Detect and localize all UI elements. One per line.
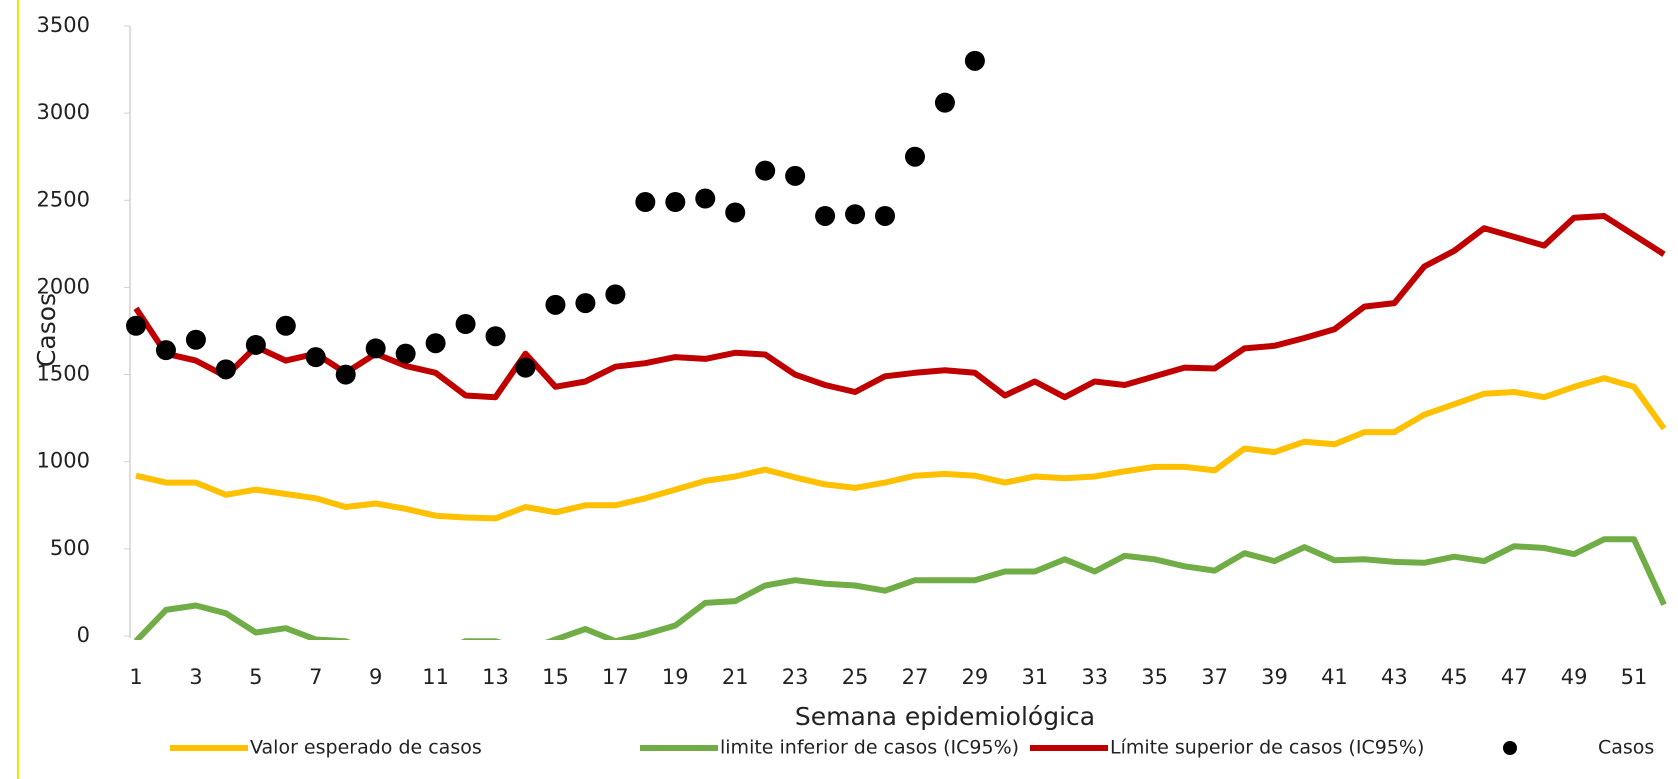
x-tick-label: 27 bbox=[902, 665, 929, 689]
x-tick-label: 5 bbox=[249, 665, 262, 689]
series-line bbox=[133, 536, 1667, 640]
y-tick-label: 2000 bbox=[37, 274, 90, 298]
x-tick-label: 39 bbox=[1261, 665, 1288, 689]
y-tick-label: 3000 bbox=[37, 100, 90, 124]
case-dot bbox=[575, 293, 596, 314]
case-dot bbox=[215, 359, 236, 380]
case-dot bbox=[904, 146, 925, 167]
x-tick-label: 33 bbox=[1081, 665, 1108, 689]
case-dot bbox=[755, 160, 776, 181]
x-tick-label: 51 bbox=[1621, 665, 1648, 689]
case-dot bbox=[126, 315, 146, 336]
case-dot bbox=[665, 192, 686, 213]
legend-label: Casos bbox=[1598, 737, 1654, 759]
case-dot bbox=[185, 329, 206, 350]
x-tick-label: 35 bbox=[1141, 665, 1168, 689]
case-dot bbox=[934, 92, 955, 113]
case-dot bbox=[365, 338, 386, 359]
y-axis-title: Casos bbox=[32, 293, 61, 367]
case-dot bbox=[515, 357, 536, 378]
x-tick-label: 13 bbox=[482, 665, 509, 689]
case-dot bbox=[845, 204, 866, 225]
x-tick-label: 23 bbox=[782, 665, 809, 689]
x-tick-label: 31 bbox=[1021, 665, 1048, 689]
legend-label: Valor esperado de casos bbox=[250, 737, 482, 759]
case-dot bbox=[455, 314, 476, 335]
case-dot bbox=[815, 205, 836, 226]
case-dot bbox=[875, 205, 896, 226]
x-tick-label: 15 bbox=[542, 665, 569, 689]
case-dot bbox=[155, 340, 176, 361]
y-tick-label: 3500 bbox=[37, 13, 90, 37]
series-line bbox=[133, 213, 1666, 401]
x-tick-label: 21 bbox=[722, 665, 749, 689]
y-tick-label: 2500 bbox=[37, 187, 90, 211]
case-dot bbox=[695, 188, 716, 209]
series-line bbox=[135, 375, 1667, 522]
x-tick-label: 25 bbox=[842, 665, 869, 689]
x-tick-label: 49 bbox=[1561, 665, 1588, 689]
y-tick-label: 1500 bbox=[37, 362, 90, 386]
x-tick-label: 17 bbox=[602, 665, 629, 689]
x-tick-label: 7 bbox=[309, 665, 322, 689]
x-tick-label: 47 bbox=[1501, 665, 1528, 689]
case-dot bbox=[785, 165, 806, 186]
x-tick-label: 11 bbox=[422, 665, 449, 689]
y-tick-label: 0 bbox=[77, 623, 90, 647]
x-tick-label: 43 bbox=[1381, 665, 1408, 689]
x-axis-title: Semana epidemiológica bbox=[795, 702, 1095, 731]
case-dot bbox=[725, 202, 746, 223]
y-tick-label: 500 bbox=[50, 536, 90, 560]
x-tick-label: 45 bbox=[1441, 665, 1468, 689]
x-tick-label: 29 bbox=[962, 665, 989, 689]
case-dot bbox=[395, 343, 416, 364]
case-dot bbox=[964, 50, 985, 71]
x-tick-label: 19 bbox=[662, 665, 689, 689]
legend-label: limite inferior de casos (IC95%) bbox=[720, 737, 1019, 759]
x-tick-label: 1 bbox=[129, 665, 142, 689]
case-dot bbox=[635, 192, 656, 213]
legend-swatch bbox=[1503, 741, 1517, 755]
case-dot bbox=[275, 315, 296, 336]
case-dot bbox=[335, 364, 356, 385]
case-dot bbox=[245, 334, 266, 355]
legend-label: Límite superior de casos (IC95%) bbox=[1110, 737, 1424, 759]
x-tick-label: 41 bbox=[1321, 665, 1348, 689]
case-dot bbox=[605, 284, 626, 305]
case-dot bbox=[425, 333, 446, 354]
y-tick-label: 1000 bbox=[37, 449, 90, 473]
case-dot bbox=[305, 347, 326, 368]
case-dot bbox=[545, 294, 566, 315]
x-tick-label: 9 bbox=[369, 665, 382, 689]
x-tick-label: 3 bbox=[189, 665, 202, 689]
case-dot bbox=[485, 326, 506, 347]
plot-area bbox=[133, 213, 1667, 640]
x-tick-label: 37 bbox=[1201, 665, 1228, 689]
